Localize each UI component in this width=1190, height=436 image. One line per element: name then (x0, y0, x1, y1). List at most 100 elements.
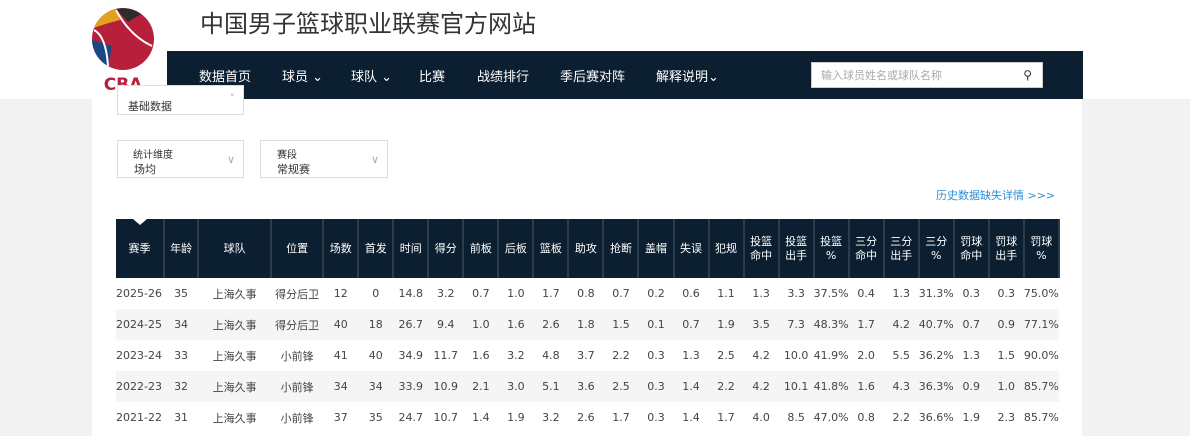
column-header-text: 投篮 (785, 234, 808, 248)
stats-table: 赛季 年龄 球队 位置 场数 首发 时间 得分 前板 后板 篮板 助攻 抢断 盖帽 失误 犯规 投篮 命中 投篮 出手… (116, 219, 1061, 433)
nav-teams[interactable]: 球队 ⌄ (351, 66, 392, 85)
column-header[interactable]: 后板 (498, 219, 535, 278)
table-header-row: 赛季 年龄 球队 位置 场数 首发 时间 得分 前板 后板 篮板 助攻 抢断 盖帽 失误 犯规 投篮 命中 投篮 出手… (116, 219, 1061, 278)
table-cell: 35 (368, 411, 383, 424)
table-cell: 0.2 (647, 287, 665, 300)
column-header[interactable]: 年龄 (164, 219, 200, 278)
site-header: CBA 中国男子篮球职业联赛官方网站 数据首页 球员 ⌄ 球队 ⌄ 比赛 战绩排… (0, 0, 1190, 99)
column-header-text: 出手 (785, 248, 808, 262)
column-header[interactable]: 助攻 (568, 219, 605, 278)
column-header[interactable]: 犯规 (708, 219, 745, 278)
column-header[interactable]: 投篮% (813, 219, 850, 278)
chevron-down-icon: ⌄ (381, 70, 393, 85)
nav-players[interactable]: 球员 ⌄ (282, 66, 323, 85)
table-cell: 18 (358, 309, 394, 340)
table-cell: 1.1 (717, 287, 735, 300)
sort-indicator (133, 219, 147, 225)
column-header[interactable]: 首发 (358, 219, 395, 278)
column-header[interactable]: 三分 出手 (883, 219, 920, 278)
table-cell: 2.5 (603, 371, 639, 402)
table-cell: 得分后卫 (275, 287, 320, 301)
table-cell: 4.0 (752, 411, 770, 424)
table-cell: 34.9 (398, 349, 424, 362)
column-header[interactable]: 时间 (393, 219, 430, 278)
table-cell: 2.6 (533, 309, 569, 340)
table-cell: 2.2 (612, 349, 630, 362)
table-cell: 10.1 (778, 371, 814, 402)
table-cell: 3.2 (507, 349, 525, 362)
column-header-text: 球队 (223, 241, 246, 255)
column-header-text: 出手 (995, 248, 1018, 262)
column-header-text: 场数 (329, 241, 352, 255)
table-cell: 24.7 (398, 411, 424, 424)
data-type-select[interactable]: 基础数据 ˅ (117, 85, 244, 115)
nav-explanation[interactable]: 解释说明⌄ (656, 66, 719, 85)
table-cell: 36.6% (918, 411, 954, 424)
table-cell: 1.6 (498, 309, 534, 340)
table-cell: 小前锋 (280, 411, 314, 425)
column-header-text: 出手 (890, 248, 913, 262)
table-cell: 1.7 (717, 411, 735, 424)
table-cell: 1.4 (682, 411, 700, 424)
nav-standings[interactable]: 战绩排行 (477, 70, 530, 85)
table-cell: 4.2 (752, 349, 770, 362)
column-header-text: 三分 (855, 234, 878, 248)
column-header[interactable]: 篮板 (533, 219, 570, 278)
table-cell: 48.3% (813, 309, 849, 340)
column-header-text: % (825, 248, 837, 262)
table-cell: 32 (164, 371, 199, 402)
column-header[interactable]: 罚球% (1023, 219, 1061, 278)
table-cell: 0.8 (857, 411, 875, 424)
column-header[interactable]: 前板 (463, 219, 500, 278)
column-header[interactable]: 场数 (323, 219, 360, 278)
table-cell: 0.3 (647, 349, 665, 362)
column-header[interactable]: 罚球 出手 (988, 219, 1025, 278)
column-header[interactable]: 三分% (918, 219, 955, 278)
table-cell: 47.0% (813, 411, 849, 424)
table-cell: 0.7 (472, 287, 490, 300)
table-cell: 2024-25 (116, 309, 165, 340)
table-cell: 85.7% (1023, 411, 1059, 424)
column-header-text: 命中 (750, 248, 773, 262)
table-cell: 1.3 (682, 349, 700, 362)
table-cell: 4.2 (883, 309, 919, 340)
table-cell: 2025-26 (116, 287, 162, 300)
column-header[interactable]: 球队 (198, 219, 273, 278)
column-header[interactable]: 盖帽 (638, 219, 675, 278)
column-header[interactable]: 赛季 (116, 219, 166, 278)
column-header-text: % (1036, 248, 1047, 262)
column-header[interactable]: 得分 (428, 219, 465, 278)
column-header-text: 抢断 (609, 241, 632, 255)
column-header-text: 失误 (680, 241, 703, 255)
table-cell: 12 (333, 287, 348, 300)
data-type-value: 基础数据 (128, 100, 172, 113)
table-row: 2025-26 35 上海久事 得分后卫 12 0 14.8 3.2 0.7 1.0 1.7 0.8 0… (116, 278, 1059, 309)
table-cell: 85.7% (1023, 371, 1059, 402)
nav-games[interactable]: 比赛 (419, 70, 446, 85)
nav-home[interactable]: 数据首页 (199, 70, 252, 85)
search-input[interactable]: 输入球员姓名或球队名称 ⚲ (811, 62, 1043, 88)
cba-logo[interactable]: CBA (86, 6, 160, 92)
table-cell: 2.1 (463, 371, 499, 402)
stage-select[interactable]: 赛段 常规赛 ∨ (260, 140, 388, 178)
nav-playoffs[interactable]: 季后赛对阵 (560, 70, 626, 85)
site-title: 中国男子篮球职业联赛官方网站 (200, 10, 536, 38)
column-header[interactable]: 罚球 命中 (953, 219, 990, 278)
column-header[interactable]: 失误 (673, 219, 710, 278)
column-header[interactable]: 位置 (271, 219, 325, 278)
column-header[interactable]: 三分 命中 (848, 219, 885, 278)
table-cell: 31 (174, 411, 189, 424)
table-cell: 小前锋 (271, 371, 324, 402)
column-header[interactable]: 抢断 (603, 219, 640, 278)
dimension-select[interactable]: 统计维度 场均 ∨ (117, 140, 244, 178)
column-header-text: 罚球 (995, 234, 1018, 248)
column-header[interactable]: 投篮 出手 (778, 219, 815, 278)
table-cell: 1.8 (568, 309, 604, 340)
table-cell: 11.7 (433, 349, 459, 362)
history-missing-link[interactable]: 历史数据缺失详情 >>> (936, 189, 1056, 202)
column-header[interactable]: 投篮 命中 (743, 219, 780, 278)
table-cell: 0 (372, 287, 380, 300)
table-cell: 1.0 (507, 287, 525, 300)
stage-label: 赛段 (277, 150, 297, 161)
search-icon[interactable]: ⚲ (1023, 68, 1032, 82)
